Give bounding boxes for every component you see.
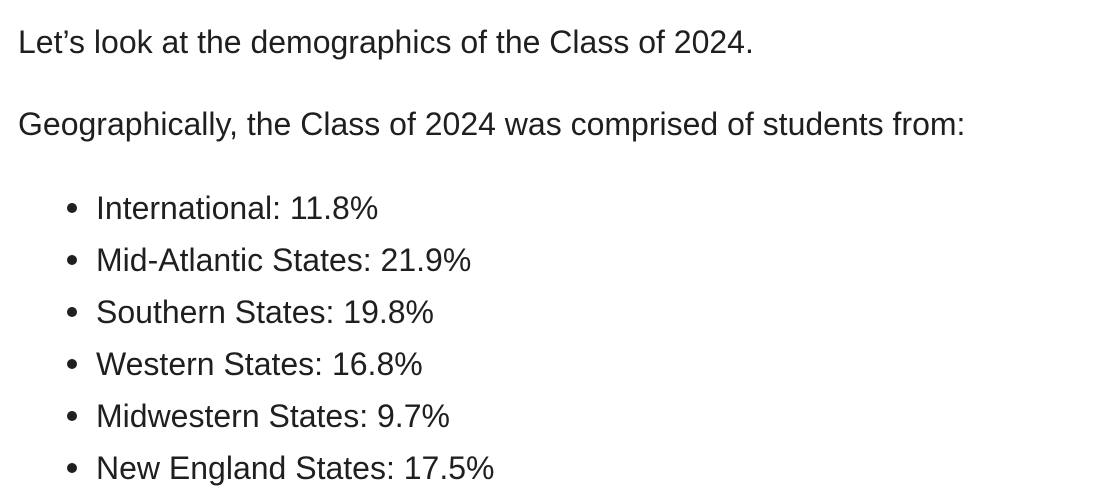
list-item: Midwestern States: 9.7%	[66, 390, 494, 442]
list-item: International: 11.8%	[66, 182, 494, 234]
list-item: Mid-Atlantic States: 21.9%	[66, 234, 494, 286]
list-item: Western States: 16.8%	[66, 338, 494, 390]
paragraph: Let’s look at the demographics of the Cl…	[18, 24, 754, 60]
bullet-list: International: 11.8% Mid-Atlantic States:…	[0, 182, 494, 494]
list-item: Southern States: 19.8%	[66, 286, 494, 338]
list-item: New England States: 17.5%	[66, 442, 494, 494]
paragraph: Geographically, the Class of 2024 was co…	[18, 106, 966, 142]
